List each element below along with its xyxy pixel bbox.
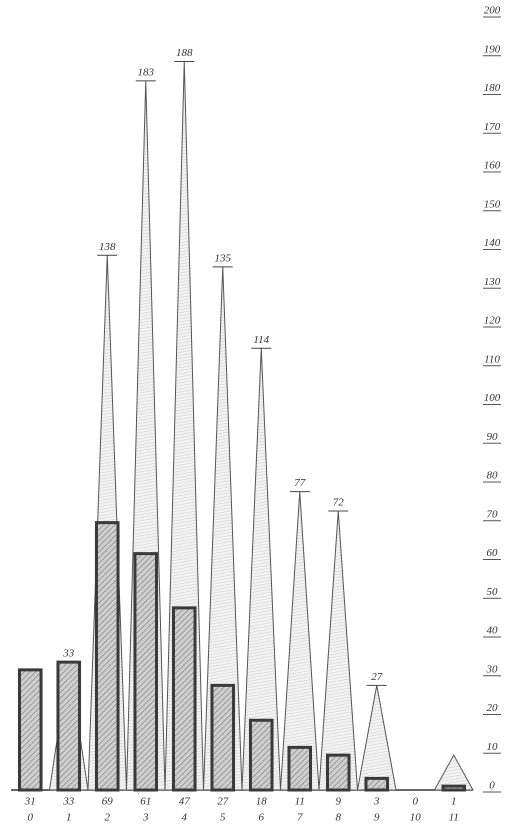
y-tick-label: 190 — [484, 43, 501, 55]
bar — [173, 608, 195, 790]
y-tick-label: 130 — [484, 276, 501, 288]
x-tick-label: 10 — [410, 812, 422, 824]
data-label: 188 — [176, 47, 193, 59]
y-tick-label: 10 — [487, 741, 499, 753]
bar-value-label: 31 — [24, 796, 36, 808]
bar — [443, 786, 465, 790]
x-tick-label: 5 — [220, 812, 226, 824]
bar-value-label: 47 — [179, 796, 191, 808]
bar-value-label: 9 — [336, 796, 342, 808]
bar-value-label: 18 — [256, 796, 268, 808]
y-tick-label: 180 — [484, 82, 501, 94]
bar-value-label: 69 — [102, 796, 114, 808]
x-tick-label: 6 — [259, 812, 265, 824]
bar — [289, 747, 311, 790]
bar-value-label: 27 — [217, 796, 229, 808]
y-tick-label: 150 — [484, 198, 501, 210]
x-tick-label: 9 — [374, 812, 380, 824]
y-tick-label: 110 — [484, 353, 500, 365]
chart: 0102030405060708090100110120130140150160… — [0, 0, 517, 840]
bar-value-label: 11 — [295, 796, 305, 808]
y-tick-label: 140 — [484, 237, 501, 249]
bar — [212, 685, 234, 790]
y-tick-label: 0 — [489, 780, 495, 792]
x-tick-label: 1 — [66, 812, 72, 824]
bar — [19, 670, 41, 790]
x-tick-label: 11 — [449, 812, 459, 824]
data-label: 27 — [371, 671, 383, 683]
bar — [96, 523, 118, 790]
x-tick-label: 0 — [28, 812, 34, 824]
data-label: 138 — [99, 241, 116, 253]
bar — [135, 554, 157, 790]
y-tick-label: 20 — [487, 702, 499, 714]
triangle — [281, 492, 320, 790]
data-label: 77 — [294, 477, 306, 489]
data-label: 72 — [333, 497, 345, 509]
y-tick-label: 50 — [487, 586, 499, 598]
bar — [327, 755, 349, 790]
x-tick-label: 8 — [336, 812, 342, 824]
bar — [250, 720, 272, 790]
data-label: 33 — [62, 648, 75, 660]
y-tick-label: 160 — [484, 160, 501, 172]
bar-value-label: 3 — [373, 796, 380, 808]
y-tick-label: 30 — [486, 663, 499, 675]
x-tick-label: 4 — [182, 812, 188, 824]
bar-value-label: 61 — [140, 796, 151, 808]
y-tick-label: 80 — [487, 470, 499, 482]
y-tick-label: 90 — [487, 431, 499, 443]
bar-value-label: 33 — [62, 796, 75, 808]
data-label: 183 — [138, 66, 155, 78]
y-tick-label: 200 — [484, 5, 501, 17]
bar — [366, 778, 388, 790]
triangle — [358, 685, 397, 790]
bar-value-label: 0 — [413, 796, 419, 808]
data-label: 135 — [215, 252, 232, 264]
x-tick-label: 2 — [105, 812, 111, 824]
y-tick-label: 100 — [484, 392, 501, 404]
x-tick-label: 7 — [297, 812, 303, 824]
y-tick-label: 170 — [484, 121, 501, 133]
triangle — [319, 511, 358, 790]
x-tick-label: 3 — [142, 812, 149, 824]
data-label: 114 — [253, 334, 269, 346]
y-tick-label: 40 — [487, 625, 499, 637]
bar-value-label: 1 — [451, 796, 457, 808]
bar — [58, 662, 80, 790]
y-tick-label: 120 — [484, 315, 501, 327]
y-tick-label: 70 — [487, 508, 499, 520]
y-tick-label: 60 — [487, 547, 499, 559]
